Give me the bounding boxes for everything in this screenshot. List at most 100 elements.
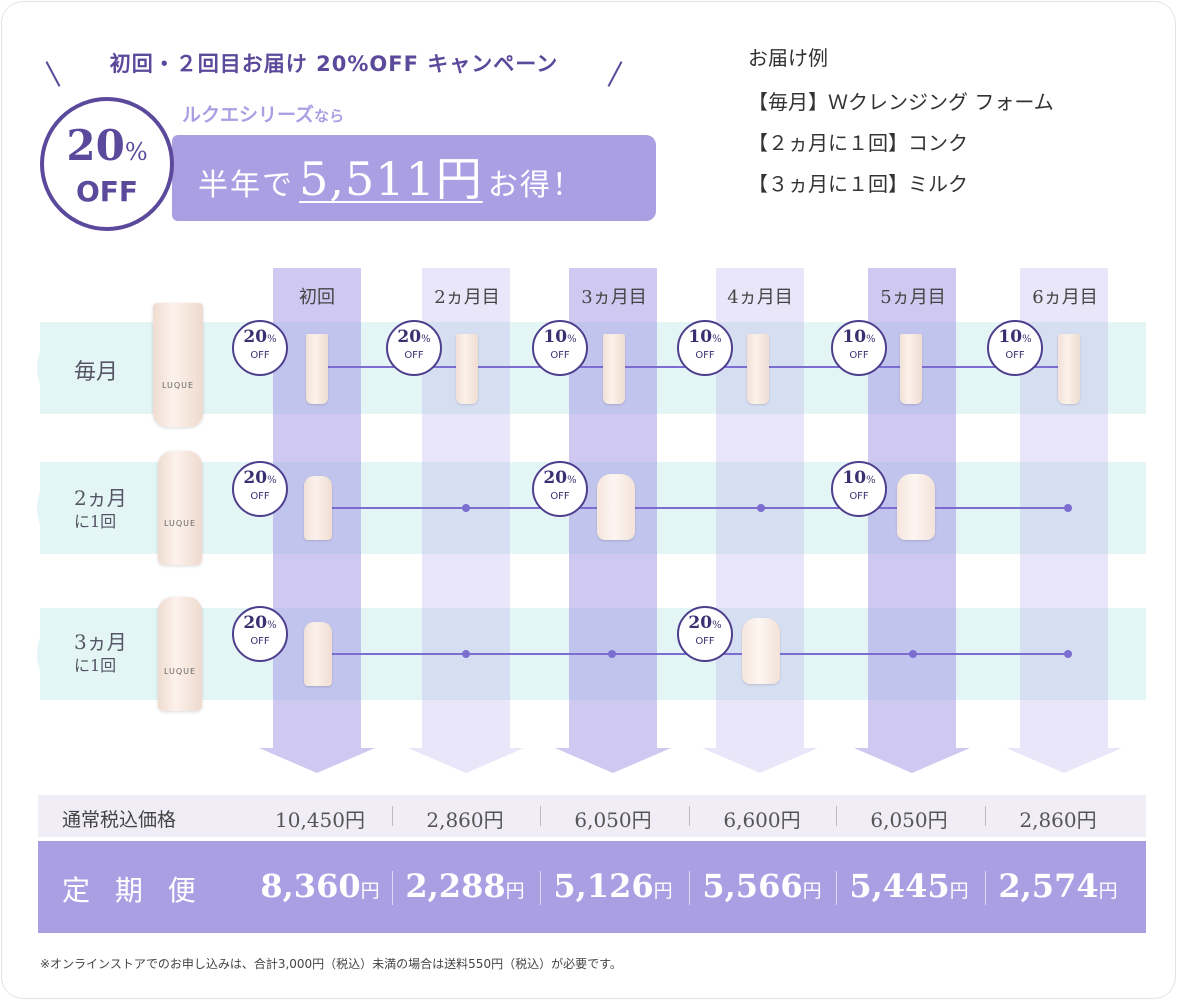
divider: [540, 871, 541, 905]
discount-badge-t1: 20% OFF: [232, 606, 288, 662]
divider: [985, 871, 986, 905]
subscription-price-4: 5,566円: [689, 867, 835, 905]
percent-sign: %: [267, 334, 277, 345]
discount-badge: 20% OFF: [40, 97, 174, 231]
savings-prefix: 半年で: [198, 168, 294, 203]
skip-dot: [1064, 650, 1072, 658]
divider: [689, 871, 690, 905]
product-tube: [747, 334, 769, 404]
discount-value: 20: [397, 327, 422, 347]
percent-sign: %: [712, 620, 722, 631]
discount-value: 20: [688, 613, 713, 633]
month-header-1: 初回: [299, 287, 335, 308]
month-header-5: 5ヵ月目: [880, 287, 946, 308]
skip-dot: [909, 650, 917, 658]
month-column-6: [1006, 268, 1122, 773]
off-label: OFF: [550, 491, 570, 502]
off-label: OFF: [250, 350, 270, 361]
discount-badge-m4: 10% OFF: [677, 320, 733, 376]
yen-unit: 円: [949, 880, 969, 902]
savings-amount: 5,511円: [299, 152, 483, 206]
yen-unit: 円: [1098, 880, 1118, 902]
example-item-1: 【毎月】Ｗクレンジング フォーム: [748, 90, 1054, 114]
subscription-price-value: 5,126: [553, 867, 654, 905]
normal-price-label: 通常税込価格: [62, 809, 177, 831]
discount-badge-percent: 20%: [234, 614, 286, 635]
discount-badge-percent: 10%: [833, 469, 885, 490]
row-label-bimonthly: 2ヵ月 に1回: [74, 486, 127, 534]
row-label-line: に1回: [74, 656, 117, 675]
off-label: OFF: [404, 350, 424, 361]
month-header-6: 6ヵ月目: [1032, 287, 1098, 308]
discount-badge-percent: 10%: [534, 328, 586, 349]
discount-value: 20: [243, 613, 268, 633]
discount-badge-m2: 20% OFF: [386, 320, 442, 376]
subscription-price-3: 5,126円: [540, 867, 686, 905]
percent-sign: %: [712, 334, 722, 345]
off-label: OFF: [250, 491, 270, 502]
series-name: ルクエシリーズ: [182, 104, 315, 126]
month-header-4: 4ヵ月目: [727, 287, 793, 308]
divider: [985, 806, 986, 826]
product-image-concentrate: LUQUE: [158, 451, 202, 565]
subscription-price-2: 2,288円: [392, 867, 538, 905]
series-suffix: なら: [314, 107, 345, 125]
discount-badge-percent: 20%: [534, 469, 586, 490]
subscription-price-5: 5,445円: [836, 867, 982, 905]
off-label: OFF: [695, 350, 715, 361]
normal-price-row: 通常税込価格 10,450円 2,860円 6,050円 6,600円 6,05…: [38, 795, 1146, 837]
discount-badge-b1: 20% OFF: [232, 461, 288, 517]
skip-dot: [757, 504, 765, 512]
normal-price-5: 6,050円: [870, 808, 948, 832]
row-label-line: に1回: [74, 512, 117, 531]
row-label-line: 2ヵ月: [74, 486, 127, 510]
subscription-price-label: 定 期 便: [62, 874, 204, 907]
off-label: OFF: [849, 350, 869, 361]
discount-badge-percent: 10%: [833, 328, 885, 349]
product-bottle: [304, 622, 332, 686]
product-tube: [900, 334, 922, 404]
example-item-3: 【３ヵ月に１回】ミルク: [748, 172, 968, 196]
discount-badge-number: 20: [66, 121, 125, 170]
divider: [392, 871, 393, 905]
discount-badge-off: OFF: [75, 175, 139, 208]
discount-value: 10: [842, 468, 867, 488]
discount-badge-percent: 20%: [234, 469, 286, 490]
skip-dot: [462, 650, 470, 658]
row-label-trimonthly: 3ヵ月 に1回: [74, 630, 127, 678]
normal-price-6: 2,860円: [1019, 808, 1097, 832]
product-refill-pouch: [597, 474, 635, 540]
discount-value: 20: [243, 468, 268, 488]
row-pill: [37, 462, 177, 554]
discount-value: 20: [543, 468, 568, 488]
month-column-2: [408, 268, 524, 773]
normal-price-4: 6,600円: [723, 808, 801, 832]
skip-dot: [1064, 504, 1072, 512]
campaign-headline: 初回・２回目お届け 20%OFF キャンペーン: [109, 52, 559, 76]
discount-badge-b5: 10% OFF: [831, 461, 887, 517]
yen-unit: 円: [360, 880, 380, 902]
normal-price-1: 10,450円: [275, 808, 365, 832]
discount-badge-m1: 20% OFF: [232, 320, 288, 376]
example-item-2: 【２ヵ月に１回】コンク: [748, 131, 968, 155]
discount-badge-sign: %: [124, 138, 148, 166]
discount-badge-percent: 20%: [388, 328, 440, 349]
percent-sign: %: [267, 475, 277, 486]
subscription-price-value: 5,445: [849, 867, 950, 905]
yen-unit: 円: [653, 880, 673, 902]
off-label: OFF: [550, 350, 570, 361]
product-tube: [1058, 334, 1080, 404]
subscription-price-row: 定 期 便 8,360円 2,288円 5,126円 5,566円 5,445円…: [38, 841, 1146, 933]
off-label: OFF: [1005, 350, 1025, 361]
subscription-price-1: 8,360円: [247, 867, 393, 905]
discount-value: 10: [688, 327, 713, 347]
skip-dot: [608, 650, 616, 658]
divider: [392, 806, 393, 826]
divider: [836, 871, 837, 905]
off-label: OFF: [250, 636, 270, 647]
row-label-monthly: 毎月: [74, 360, 119, 385]
product-image-milk: LUQUE: [158, 597, 202, 711]
month-header-3: 3ヵ月目: [581, 287, 647, 308]
savings-text: 半年で 5,511円 お得！: [198, 143, 584, 209]
subscription-price-value: 8,360: [260, 867, 361, 905]
